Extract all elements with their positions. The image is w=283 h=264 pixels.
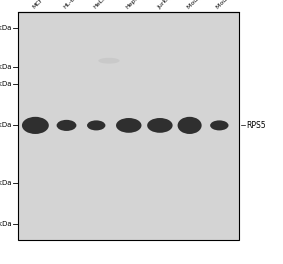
Ellipse shape [87, 120, 106, 130]
Text: HeLa: HeLa [93, 0, 108, 10]
Text: 25kDa: 25kDa [0, 122, 12, 128]
Text: MCF7: MCF7 [32, 0, 48, 10]
Text: 35kDa: 35kDa [0, 82, 12, 87]
Ellipse shape [210, 120, 229, 130]
Ellipse shape [98, 58, 119, 64]
Text: 40kDa: 40kDa [0, 64, 12, 70]
Ellipse shape [57, 120, 76, 131]
Ellipse shape [116, 118, 142, 133]
Text: Mouse lung: Mouse lung [216, 0, 245, 10]
Bar [18, 12, 239, 240]
Text: Jurkat: Jurkat [156, 0, 173, 10]
Ellipse shape [178, 117, 201, 134]
Text: HL-60: HL-60 [63, 0, 79, 10]
Text: HepG2: HepG2 [125, 0, 144, 10]
Text: Mouse spleen: Mouse spleen [186, 0, 220, 10]
Text: RPS5: RPS5 [246, 121, 266, 130]
Text: 55kDa: 55kDa [0, 25, 12, 31]
Ellipse shape [147, 118, 173, 133]
Ellipse shape [22, 117, 49, 134]
Text: 15kDa: 15kDa [0, 181, 12, 186]
Text: 10kDa: 10kDa [0, 221, 12, 227]
